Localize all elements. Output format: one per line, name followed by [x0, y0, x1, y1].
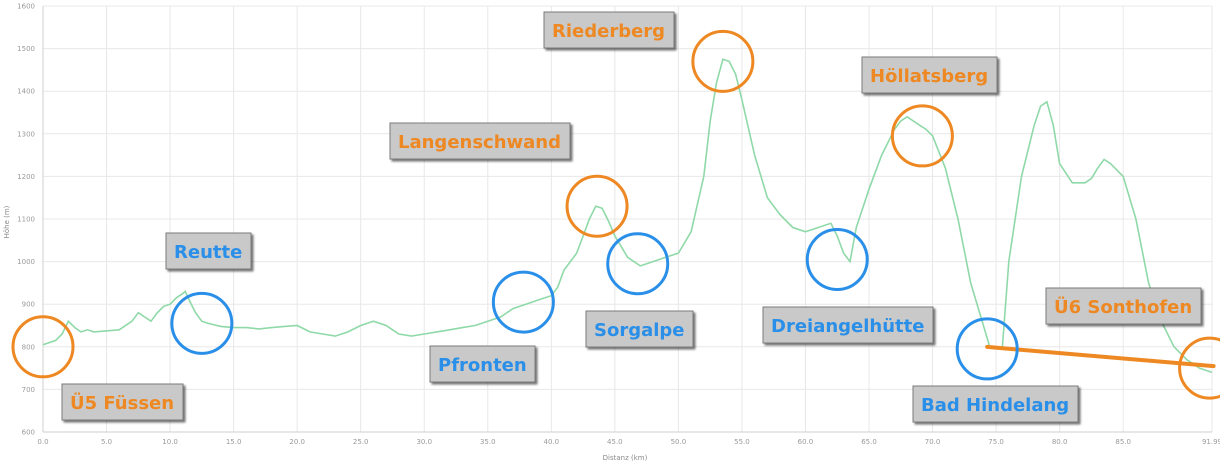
label-box — [543, 11, 675, 49]
x-tick-label: 65.0 — [861, 438, 877, 446]
y-tick-label: 900 — [22, 301, 35, 309]
location-circle — [170, 291, 234, 355]
label-box — [429, 345, 536, 383]
x-tick-label: 85.0 — [1115, 438, 1131, 446]
y-tick-label: 1500 — [17, 45, 35, 53]
location-circle — [565, 174, 629, 238]
label-box — [585, 310, 694, 348]
location-circle — [691, 29, 755, 93]
y-tick-label: 700 — [22, 386, 35, 394]
location-label: Riederberg — [543, 11, 675, 49]
label-box — [389, 122, 571, 160]
x-tick-label: 10.0 — [162, 438, 178, 446]
label-box — [762, 306, 934, 344]
location-name: Dreiangelhütte — [771, 316, 924, 337]
location-label: Bad Hindelang — [912, 385, 1079, 423]
location-label: Pfronten — [429, 345, 536, 383]
x-tick-label: 0.0 — [37, 438, 48, 446]
x-tick-label: 20.0 — [289, 438, 305, 446]
location-name: Reutte — [174, 242, 242, 263]
y-tick-label: 600 — [22, 429, 35, 437]
y-tick-label: 1000 — [17, 258, 35, 266]
location-name: Höllatsberg — [870, 66, 988, 87]
x-tick-label: 75.0 — [988, 438, 1004, 446]
y-tick-label: 1300 — [17, 130, 35, 138]
x-tick-label: 25.0 — [353, 438, 369, 446]
location-circle — [606, 232, 670, 296]
location-labels: Ü5 Füssen Reutte Pfronten Langenschwand Sorg… — [61, 11, 1202, 423]
label-box — [1045, 287, 1202, 325]
x-tick-label: 50.0 — [671, 438, 687, 446]
location-name: Ü5 Füssen — [70, 392, 174, 414]
label-box — [61, 383, 184, 421]
x-tick-label: 40.0 — [544, 438, 560, 446]
location-markers — [11, 29, 1220, 400]
location-circle — [491, 270, 555, 334]
elevation-line — [42, 58, 1213, 374]
location-label: Ü5 Füssen — [61, 383, 184, 421]
x-tick-label: 91.99 — [1202, 438, 1220, 446]
x-tick-label: 45.0 — [607, 438, 623, 446]
location-circle — [11, 315, 75, 379]
x-tick-label: 60.0 — [798, 438, 814, 446]
location-label: Sorgalpe — [585, 310, 694, 348]
location-circle — [1178, 336, 1220, 400]
location-name: Langenschwand — [398, 132, 561, 153]
x-tick-label: 30.0 — [416, 438, 432, 446]
label-box — [165, 232, 252, 270]
location-label: Reutte — [165, 232, 252, 270]
y-tick-label: 1200 — [17, 173, 35, 181]
x-tick-label: 5.0 — [101, 438, 112, 446]
y-axis-ticks: 600 700 800 900 1000 1100 1200 1300 1400 1500 1600 — [17, 3, 35, 437]
location-circle — [955, 317, 1019, 381]
y-axis-title: Höhe (m) — [3, 205, 11, 238]
x-tick-label: 15.0 — [226, 438, 242, 446]
y-tick-label: 1400 — [17, 88, 35, 96]
transfer-line — [985, 344, 1216, 369]
chart-grid — [42, 5, 1213, 433]
x-tick-label: 80.0 — [1052, 438, 1068, 446]
x-axis-ticks: 0.0 5.0 10.0 15.0 20.0 25.0 30.0 35.0 40.0 45.0 50… — [37, 438, 1220, 446]
location-name: Sorgalpe — [594, 320, 685, 341]
location-circle — [805, 227, 869, 291]
location-name: Bad Hindelang — [921, 395, 1069, 416]
label-box — [912, 385, 1079, 423]
y-tick-label: 800 — [22, 343, 35, 351]
location-circle — [890, 104, 954, 168]
y-tick-label: 1600 — [17, 3, 35, 11]
location-name: Pfronten — [438, 355, 527, 376]
location-label: Langenschwand — [389, 122, 571, 160]
location-label: Höllatsberg — [861, 56, 998, 94]
y-tick-label: 1100 — [17, 216, 35, 224]
label-box — [861, 56, 998, 94]
location-label: Dreiangelhütte — [762, 306, 934, 344]
x-axis-title: Distanz (km) — [603, 454, 648, 462]
x-tick-label: 55.0 — [734, 438, 750, 446]
location-name: Riederberg — [552, 21, 665, 42]
location-name: Ü6 Sonthofen — [1054, 296, 1192, 318]
x-tick-label: 70.0 — [925, 438, 941, 446]
x-tick-label: 35.0 — [480, 438, 496, 446]
location-label: Ü6 Sonthofen — [1045, 287, 1202, 325]
